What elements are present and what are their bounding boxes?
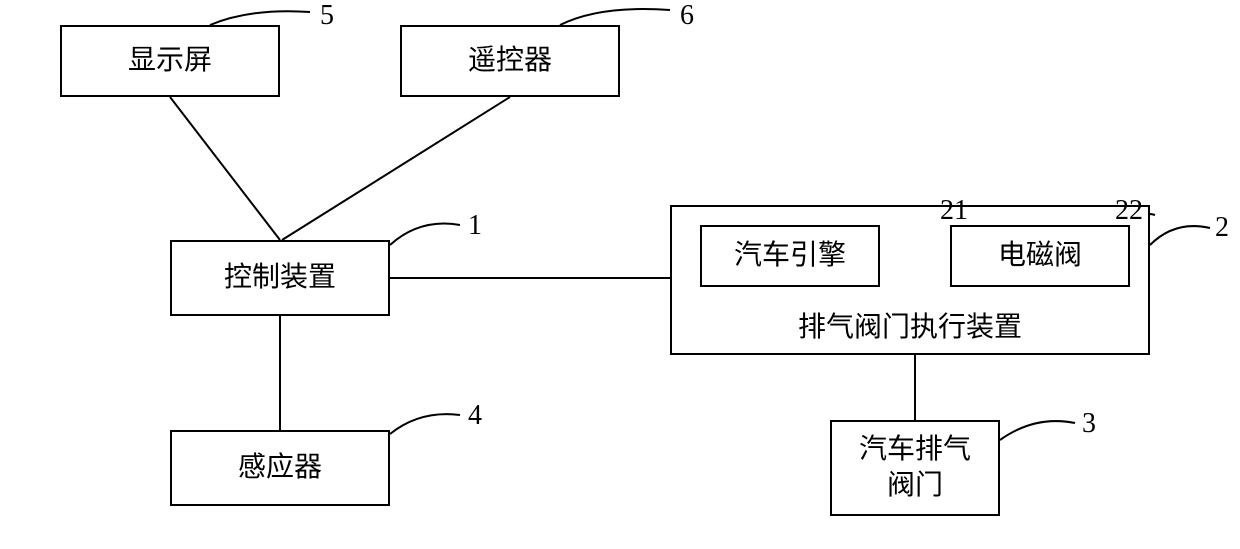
ref-4: 4 bbox=[468, 400, 482, 432]
node-display: 显示屏 bbox=[60, 25, 280, 97]
node-remote-label: 遥控器 bbox=[468, 43, 552, 79]
node-solenoid: 电磁阀 bbox=[950, 225, 1130, 287]
node-engine-label: 汽车引擎 bbox=[734, 238, 846, 274]
node-engine: 汽车引擎 bbox=[700, 225, 880, 287]
ref-3: 3 bbox=[1082, 408, 1096, 440]
node-sensor-label: 感应器 bbox=[238, 450, 322, 486]
ref-22: 22 bbox=[1115, 195, 1143, 227]
node-actuator-label: 排气阀门执行装置 bbox=[670, 305, 1150, 345]
ref-1: 1 bbox=[468, 210, 482, 242]
ref-6: 6 bbox=[680, 0, 694, 32]
ref-21: 21 bbox=[940, 195, 968, 227]
node-remote: 遥控器 bbox=[400, 25, 620, 97]
node-exhaust: 汽车排气 阀门 bbox=[830, 420, 1000, 516]
node-sensor: 感应器 bbox=[170, 430, 390, 506]
ref-2: 2 bbox=[1215, 212, 1229, 244]
node-solenoid-label: 电磁阀 bbox=[998, 238, 1082, 274]
node-exhaust-label: 汽车排气 阀门 bbox=[859, 432, 971, 505]
ref-5: 5 bbox=[320, 0, 334, 32]
node-controller-label: 控制装置 bbox=[224, 260, 336, 296]
node-controller: 控制装置 bbox=[170, 240, 390, 316]
node-display-label: 显示屏 bbox=[128, 43, 212, 79]
